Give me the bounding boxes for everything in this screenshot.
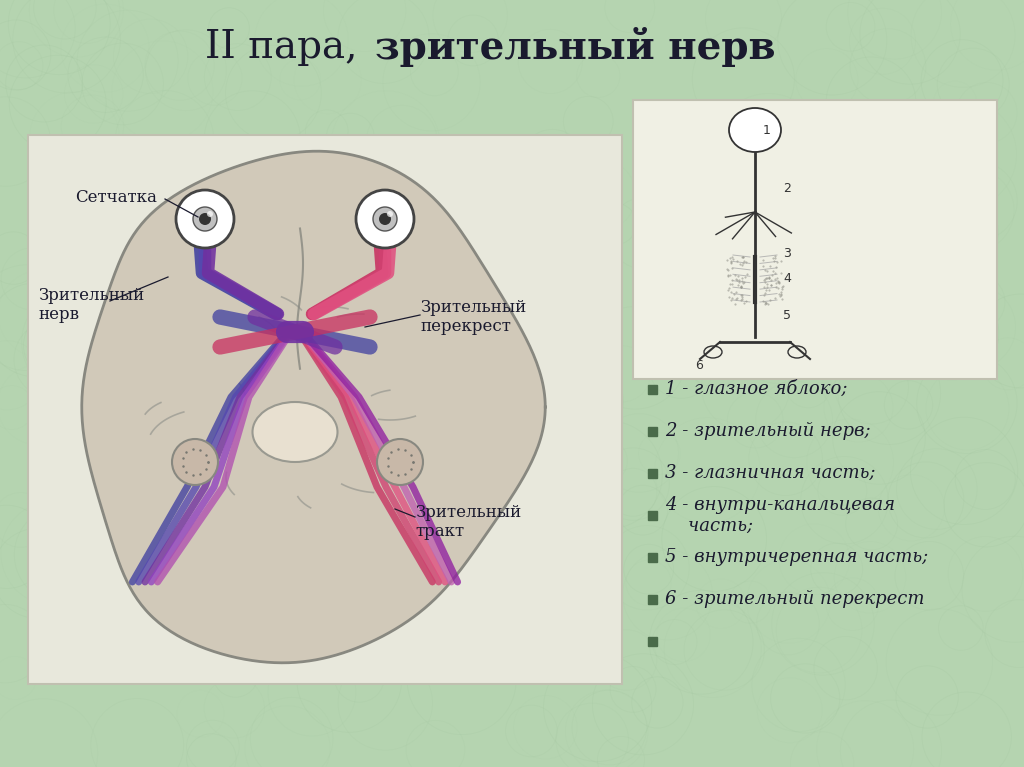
FancyBboxPatch shape [648,637,657,646]
Text: 6 - зрительный перекрест: 6 - зрительный перекрест [665,590,925,608]
Text: 6: 6 [695,359,702,372]
FancyBboxPatch shape [648,427,657,436]
Text: Сетчатка: Сетчатка [75,189,157,206]
Circle shape [172,439,218,485]
Text: II пара,: II пара, [205,28,370,65]
Circle shape [207,211,213,217]
Text: 1: 1 [763,123,771,137]
FancyBboxPatch shape [648,595,657,604]
FancyBboxPatch shape [648,553,657,562]
Circle shape [377,439,423,485]
Text: 1 - глазное яблоко;: 1 - глазное яблоко; [665,380,848,398]
Ellipse shape [253,402,338,462]
Circle shape [176,190,234,248]
Text: Зрительный
перекрест: Зрительный перекрест [420,298,526,335]
FancyBboxPatch shape [28,135,622,684]
Text: Зрительный
нерв: Зрительный нерв [38,287,144,324]
Text: Зрительный
тракт: Зрительный тракт [415,504,521,540]
Text: 3: 3 [783,247,791,260]
Circle shape [356,190,414,248]
Circle shape [373,207,397,231]
Text: 2 - зрительный нерв;: 2 - зрительный нерв; [665,422,870,440]
Circle shape [379,213,391,225]
Text: 4: 4 [783,272,791,285]
Ellipse shape [729,108,781,152]
Text: 2: 2 [783,182,791,195]
Text: зрительный нерв: зрительный нерв [375,27,775,67]
Text: 5: 5 [783,309,791,322]
Text: 4 - внутри-канальцевая
    часть;: 4 - внутри-канальцевая часть; [665,495,895,535]
Polygon shape [82,151,545,663]
FancyBboxPatch shape [648,469,657,478]
FancyBboxPatch shape [648,511,657,520]
Circle shape [193,207,217,231]
Text: 3 - глазничная часть;: 3 - глазничная часть; [665,464,876,482]
FancyBboxPatch shape [633,100,997,379]
Text: 5 - внутричерепная часть;: 5 - внутричерепная часть; [665,548,928,566]
Circle shape [387,211,393,217]
FancyBboxPatch shape [648,385,657,394]
Circle shape [199,213,211,225]
